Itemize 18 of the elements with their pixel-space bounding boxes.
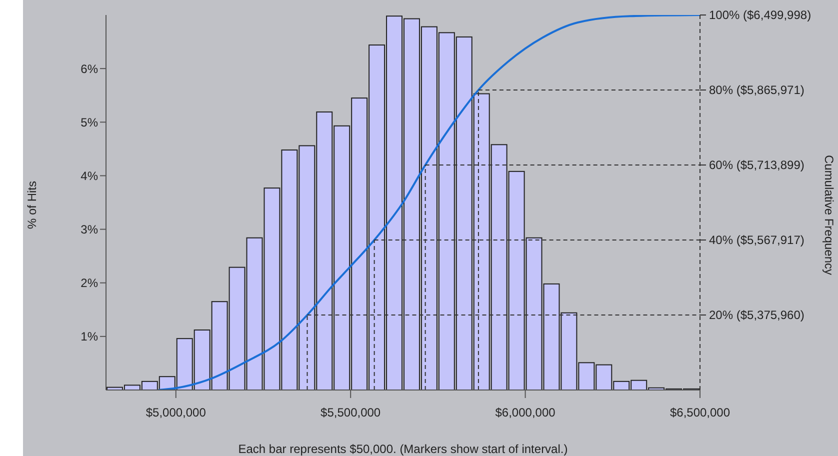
y-axis-title: % of Hits [25, 180, 39, 230]
ref-line-label: 100% ($6,499,998) [709, 8, 812, 22]
x-axis-title: Each bar represents $50,000. (Markers show start of interval.) [238, 442, 568, 456]
ref-line-label: 40% ($5,567,917) [709, 233, 804, 247]
y-tick-label: 4% [80, 168, 98, 183]
ref-line-label: 60% ($5,713,899) [709, 158, 804, 172]
y-tick-label: 3% [80, 222, 98, 237]
y-tick-label: 5% [80, 115, 98, 130]
x-tick-label: $6,000,000 [495, 406, 556, 420]
y-tick-label: 2% [80, 276, 98, 290]
x-tick-label: $6,500,000 [670, 406, 730, 420]
x-tick-label: $5,000,000 [146, 406, 206, 420]
ref-line-label: 80% ($5,865,971) [709, 83, 804, 97]
text: Cumulative Frequency [822, 154, 836, 276]
y-tick-label: 1% [80, 330, 98, 344]
ref-line-label: 20% ($5,375,960) [709, 308, 804, 322]
x-tick-label: $5,500,000 [320, 406, 381, 420]
y-tick-label: 6% [80, 62, 98, 76]
